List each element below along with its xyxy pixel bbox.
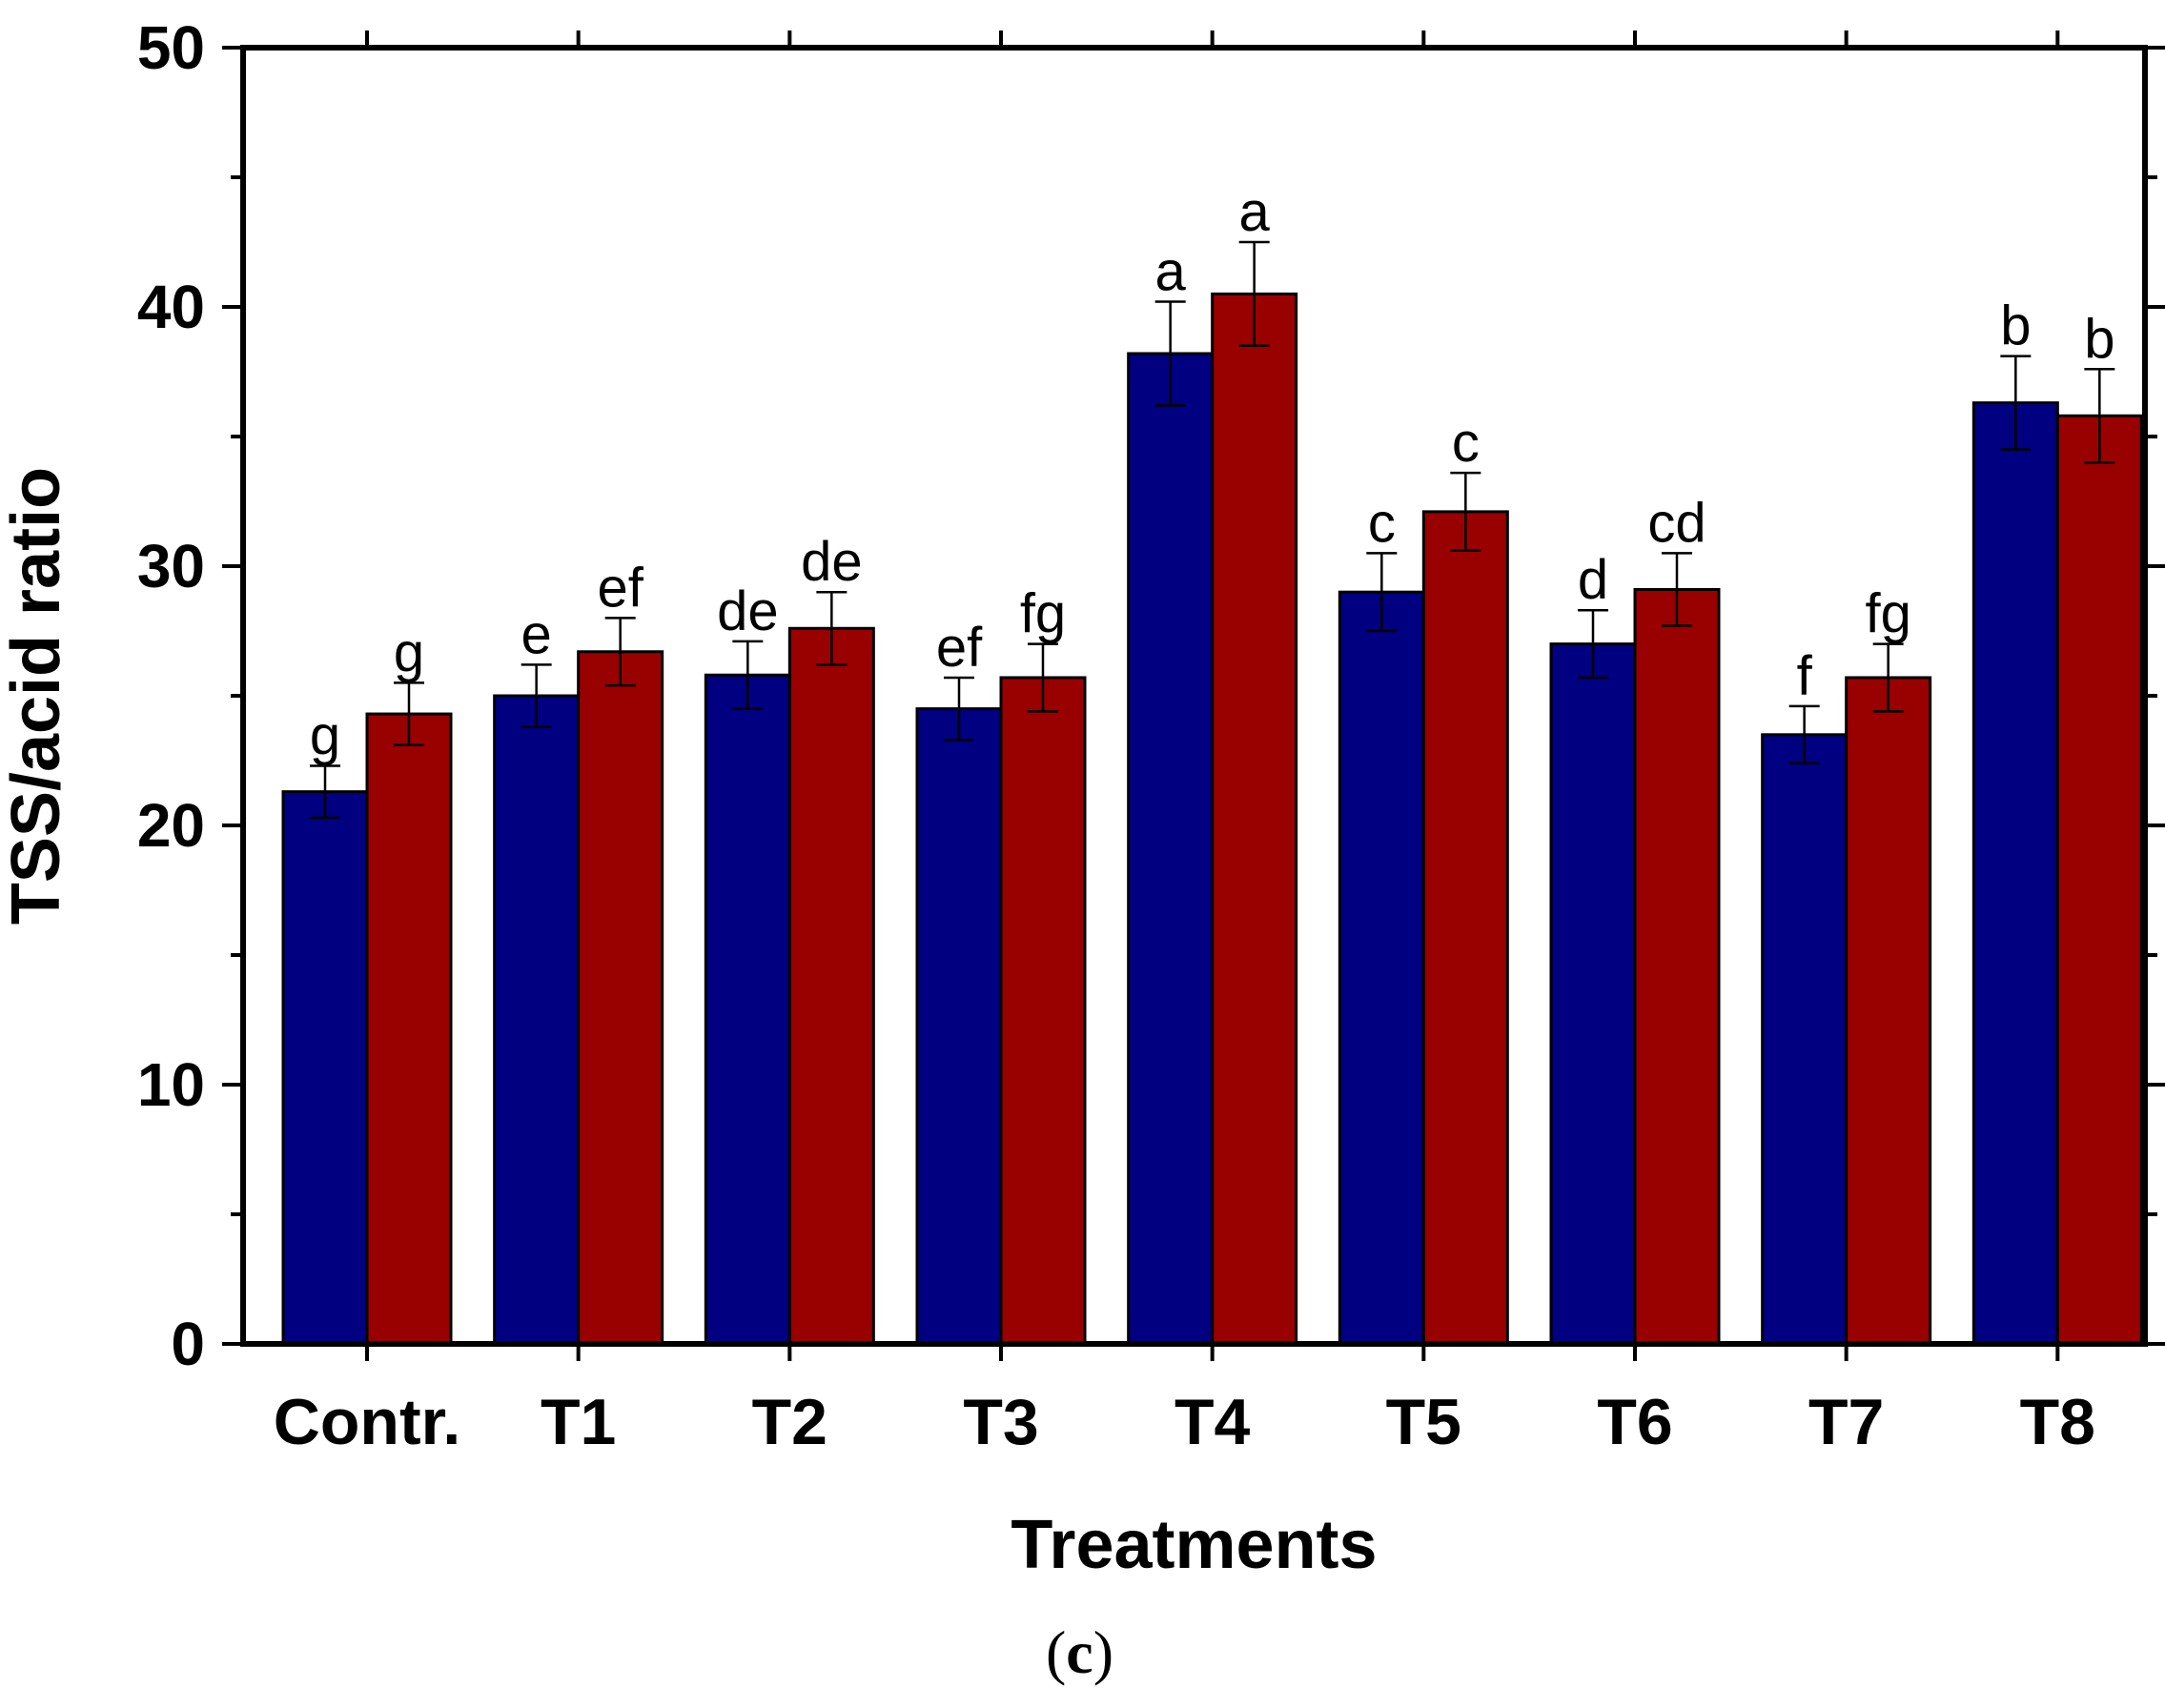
significance-letter-2-4: fg: [1020, 583, 1066, 645]
bar-1-4: [915, 707, 1003, 1346]
bar-1-2: [493, 694, 581, 1346]
significance-letter-1-6: c: [1368, 492, 1396, 554]
x-tick-label-4: T3: [963, 1386, 1038, 1458]
bar-1-7: [1549, 642, 1637, 1346]
y-axis-title: TSS/acid ratio: [0, 467, 74, 925]
significance-letter-2-2: ef: [597, 557, 643, 619]
significance-letter-1-3: de: [717, 580, 779, 642]
x-axis-title: Treatments: [1011, 1507, 1377, 1583]
bar-2-3: [787, 626, 875, 1346]
x-tick-label-6: T5: [1386, 1386, 1461, 1458]
y-tick-label-5: 40: [137, 273, 205, 341]
bar-1-1: [281, 790, 369, 1346]
significance-letter-1-2: e: [521, 603, 552, 665]
bar-1-9: [1971, 401, 2059, 1346]
significance-letter-1-5: a: [1155, 241, 1187, 303]
error-bars-layer: [310, 240, 2115, 820]
bars-layer: [281, 292, 2143, 1346]
bar-2-1: [365, 712, 453, 1346]
x-tick-label-7: T6: [1597, 1386, 1672, 1458]
x-tick-label-8: T7: [1808, 1386, 1884, 1458]
panel-label: (c): [1046, 1618, 1113, 1686]
panel-label-letter: c: [1066, 1618, 1093, 1686]
x-category-labels: Contr. T1 T2 T3 T4 T5 T6 T7 T8: [274, 1386, 2095, 1458]
panel-label-open: (: [1046, 1618, 1066, 1686]
y-tick-label-6: 50: [137, 13, 205, 82]
bar-1-6: [1338, 590, 1425, 1346]
bar-1-5: [1127, 352, 1215, 1346]
x-tick-label-3: T2: [752, 1386, 827, 1458]
bar-2-8: [1845, 676, 1932, 1346]
significance-letter-1-4: ef: [936, 617, 983, 679]
axis-ticks-layer: [222, 30, 2165, 1361]
significance-letter-2-1: g: [394, 621, 424, 683]
bar-1-3: [704, 673, 791, 1346]
bar-2-7: [1633, 587, 1721, 1346]
significance-letter-1-1: g: [310, 704, 340, 766]
significance-letter-2-9: b: [2084, 308, 2114, 370]
significance-letter-2-5: a: [1239, 181, 1271, 243]
bar-2-9: [2055, 414, 2143, 1346]
bar-2-2: [577, 650, 664, 1346]
y-tick-label-3: 20: [137, 791, 205, 860]
significance-letter-1-8: f: [1797, 645, 1813, 707]
y-tick-labels: 0 10 20 30 40 50: [137, 13, 205, 1378]
significance-letter-2-6: c: [1452, 412, 1480, 474]
y-tick-label-2: 10: [137, 1050, 205, 1119]
significance-letter-2-7: cd: [1647, 492, 1705, 554]
bar-1-8: [1761, 733, 1848, 1346]
x-tick-label-9: T8: [2020, 1386, 2095, 1458]
x-tick-label-1: Contr.: [274, 1386, 460, 1458]
bar-2-6: [1421, 510, 1509, 1346]
significance-letter-1-9: b: [2000, 295, 2031, 357]
bar-2-4: [999, 676, 1087, 1346]
y-tick-label-4: 30: [137, 532, 205, 600]
panel-label-close: ): [1093, 1618, 1113, 1686]
x-tick-label-2: T1: [541, 1386, 616, 1458]
bar-2-5: [1211, 292, 1298, 1346]
y-tick-label-1: 0: [171, 1310, 205, 1378]
significance-letter-2-8: fg: [1865, 583, 1910, 645]
significance-letter-2-3: de: [801, 531, 863, 593]
x-tick-label-5: T4: [1174, 1386, 1251, 1458]
significance-letter-1-7: d: [1578, 549, 1608, 611]
